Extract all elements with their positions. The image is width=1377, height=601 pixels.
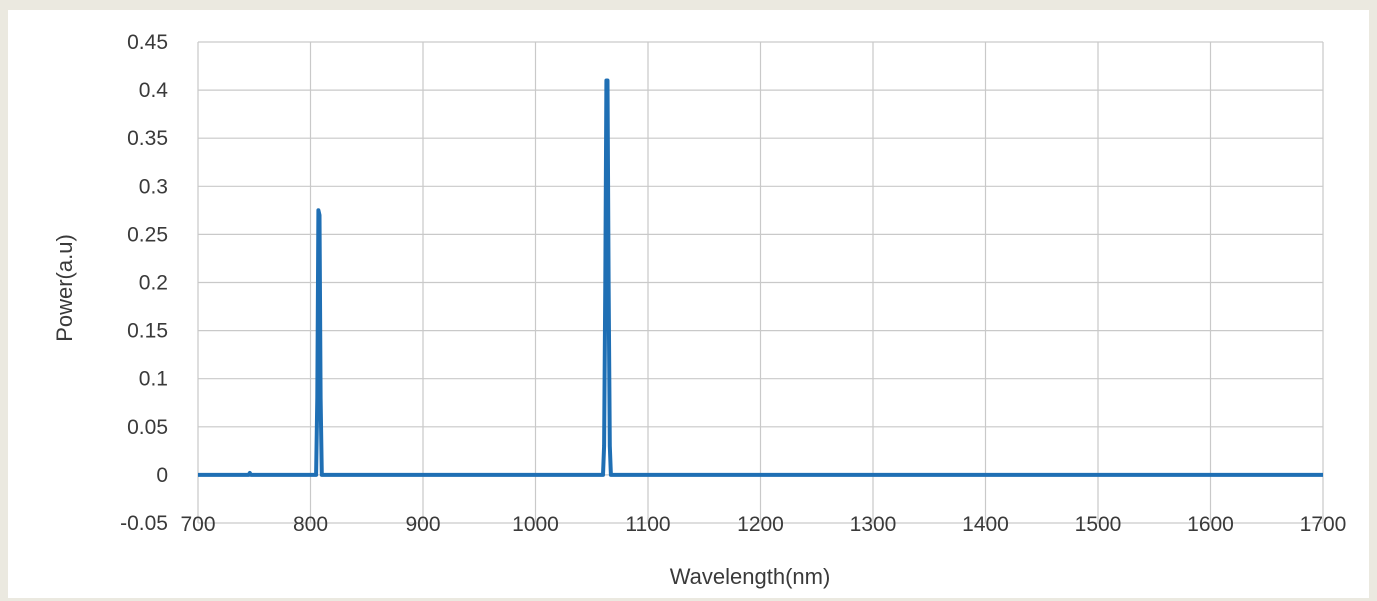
- x-tick-label: 700: [180, 513, 215, 536]
- x-tick-label: 1400: [962, 513, 1009, 536]
- y-tick-label: 0.35: [127, 127, 168, 150]
- chart-panel: [8, 10, 1369, 598]
- y-tick-label: 0.05: [127, 416, 168, 439]
- series-line: [198, 78, 1323, 477]
- y-tick-label: 0.45: [127, 31, 168, 54]
- y-tick-label: 0: [156, 464, 168, 487]
- y-tick-label: 0.1: [139, 368, 168, 391]
- y-tick-label: 0.15: [127, 320, 168, 343]
- x-tick-label: 1100: [625, 513, 670, 536]
- x-tick-label: 1200: [737, 513, 784, 536]
- y-tick-label: 0.3: [139, 175, 168, 198]
- x-axis-title: Wavelength(nm): [670, 564, 831, 589]
- x-tick-label: 1600: [1187, 513, 1234, 536]
- x-tick-labels: 700 800 900 1000 1100 1200 1300 1400 1500 1600 170…: [180, 513, 1346, 536]
- x-tick-label: 1700: [1300, 513, 1347, 536]
- y-tick-label: 0.2: [139, 272, 168, 295]
- y-tick-label: -0.05: [120, 512, 168, 535]
- y-axis-title: Power(a.u): [52, 234, 77, 342]
- x-tick-label: 800: [293, 513, 328, 536]
- x-tick-label: 900: [405, 513, 440, 536]
- x-tick-label: 1000: [512, 513, 559, 536]
- grid-lines: [197, 41, 1324, 524]
- y-tick-label: 0.4: [139, 79, 169, 102]
- x-tick-label: 1500: [1075, 513, 1122, 536]
- y-tick-labels: -0.05 0 0.05 0.1 0.15 0.2 0.25 0.3 0.35 0.4 0.45: [120, 31, 168, 535]
- x-tick-label: 1300: [850, 513, 897, 536]
- y-tick-label: 0.25: [127, 223, 168, 246]
- series-layer: [198, 78, 1323, 477]
